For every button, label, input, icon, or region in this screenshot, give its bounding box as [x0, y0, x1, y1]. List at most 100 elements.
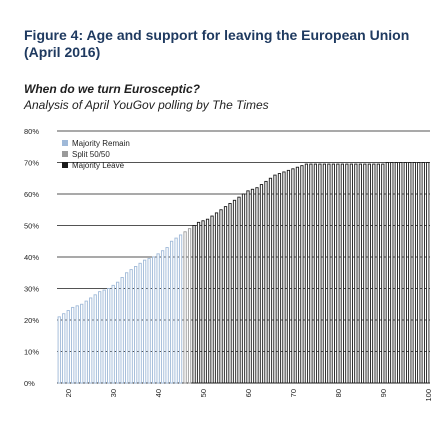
legend-swatch	[62, 162, 68, 168]
bar-majority-remain-age-27	[98, 291, 102, 384]
bar-majority-remain-age-33	[125, 272, 129, 384]
bar-majority-leave-age-55	[223, 206, 228, 384]
bar-majority-leave-age-52	[210, 215, 214, 384]
y-axis-ticks: 0% 10% 20% 30% 40% 50% 60% 70% 80%	[24, 127, 39, 388]
bar-majority-leave-age-60	[246, 190, 250, 384]
bar-majority-leave-age-78	[327, 163, 331, 384]
bar-majority-leave-age-54	[219, 209, 223, 384]
bar-split-50-50-age-47	[187, 228, 192, 384]
bar-majority-remain-age-28	[102, 289, 106, 384]
bar-majority-remain-age-36	[138, 262, 142, 384]
x-tick-label: 90	[379, 389, 388, 397]
bar-majority-leave-age-64	[264, 180, 268, 384]
bar-majority-remain-age-42	[165, 247, 169, 384]
bar-majority-leave-age-75	[313, 163, 318, 384]
bar-majority-leave-age-68	[282, 171, 286, 384]
bar-majority-leave-age-71	[295, 166, 300, 384]
x-tick-label: 30	[109, 389, 118, 397]
bar-majority-leave-age-99	[421, 162, 425, 384]
bar-majority-remain-age-24	[84, 300, 88, 384]
bar-majority-leave-age-79	[331, 163, 335, 384]
bar-majority-leave-age-70	[291, 168, 295, 384]
bar-majority-leave-age-65	[268, 177, 273, 384]
x-tick-label: 50	[199, 389, 208, 397]
bar-majority-leave-age-51	[205, 218, 210, 384]
bar-majority-leave-age-92	[390, 162, 394, 384]
bar-majority-remain-age-18	[57, 316, 61, 384]
bar-majority-leave-age-72	[300, 165, 304, 384]
bar-majority-remain-age-41	[160, 250, 165, 384]
bar-majority-leave-age-95	[403, 162, 407, 384]
bar-majority-leave-age-91	[385, 162, 389, 384]
y-tick-label: 40%	[24, 253, 39, 262]
bar-majority-leave-age-82	[345, 163, 349, 384]
legend-label: Split 50/50	[72, 150, 110, 159]
x-tick-label: 60	[244, 389, 253, 397]
bar-majority-leave-age-93	[394, 162, 398, 384]
legend-label: Majority Remain	[72, 139, 130, 148]
x-tick-label: 40	[154, 389, 163, 397]
bar-majority-leave-age-59	[241, 193, 246, 384]
y-tick-label: 50%	[24, 222, 39, 231]
bar-majority-remain-age-32	[120, 277, 124, 384]
bar-majority-remain-age-23	[80, 303, 84, 384]
chart-question: When do we turn Eurosceptic?	[24, 82, 201, 96]
bar-majority-remain-age-31	[116, 281, 120, 384]
bar-majority-leave-age-50	[201, 220, 205, 384]
bar-majority-remain-age-20	[66, 310, 70, 384]
bar-majority-leave-age-89	[376, 163, 380, 384]
bar-majority-leave-age-53	[214, 212, 219, 384]
legend-label: Majority Leave	[72, 161, 125, 170]
bar-majority-leave-age-58	[237, 196, 241, 384]
y-tick-label: 80%	[24, 127, 39, 136]
bar-majority-leave-age-77	[322, 163, 327, 384]
legend-swatch	[62, 151, 68, 157]
bar-majority-leave-age-86	[363, 163, 367, 384]
bar-majority-leave-age-74	[309, 163, 313, 384]
chart-legend: Majority Remain Split 50/50 Majority Leave	[62, 139, 130, 170]
bar-majority-leave-age-83	[349, 163, 353, 384]
bar-majority-remain-age-34	[129, 269, 133, 384]
bar-majority-leave-age-87	[367, 163, 371, 384]
bar-majority-leave-age-94	[399, 162, 403, 384]
source-note: Analysis of April YouGov polling by The …	[24, 98, 269, 112]
bar-majority-remain-age-26	[93, 294, 97, 384]
bar-majority-leave-age-90	[381, 163, 385, 384]
y-tick-label: 70%	[24, 159, 39, 168]
bar-majority-remain-age-29	[107, 288, 111, 384]
bar-majority-remain-age-45	[178, 234, 183, 384]
bar-majority-remain-age-21	[71, 306, 75, 384]
bar-majority-leave-age-97	[412, 162, 416, 384]
bar-majority-leave-age-67	[277, 173, 282, 384]
y-tick-label: 0%	[24, 379, 35, 388]
bar-majority-leave-age-76	[318, 163, 322, 384]
x-tick-label: 70	[289, 389, 298, 397]
y-tick-label: 60%	[24, 190, 39, 199]
bar-majority-leave-age-66	[273, 174, 277, 384]
bar-majority-remain-age-40	[156, 253, 160, 384]
bar-majority-remain-age-25	[89, 297, 93, 384]
bar-majority-leave-age-62	[255, 187, 259, 384]
bar-majority-remain-age-30	[111, 284, 115, 384]
x-tick-label: 80	[334, 389, 343, 397]
bar-majority-remain-age-22	[75, 305, 79, 384]
bar-split-50-50-age-46	[183, 231, 187, 384]
bar-majority-leave-age-61	[250, 188, 255, 384]
y-tick-label: 20%	[24, 316, 39, 325]
bar-majority-remain-age-43	[169, 240, 174, 384]
bar-majority-remain-age-37	[143, 259, 147, 384]
bar-majority-remain-age-44	[174, 237, 178, 384]
x-tick-label: 100	[424, 389, 433, 402]
bar-majority-leave-age-73	[304, 163, 309, 384]
bar-majority-leave-age-84	[354, 163, 358, 384]
bar-majority-remain-age-19	[62, 313, 66, 384]
bar-majority-leave-age-81	[340, 163, 344, 384]
bar-majority-remain-age-35	[134, 266, 138, 384]
bar-majority-leave-age-49	[196, 221, 201, 384]
x-tick-label: 20	[64, 389, 73, 397]
bar-majority-remain-age-39	[152, 256, 156, 384]
bar-majority-leave-age-96	[408, 162, 412, 384]
bar-majority-leave-age-85	[358, 163, 362, 384]
bar-majority-leave-age-56	[228, 202, 232, 384]
